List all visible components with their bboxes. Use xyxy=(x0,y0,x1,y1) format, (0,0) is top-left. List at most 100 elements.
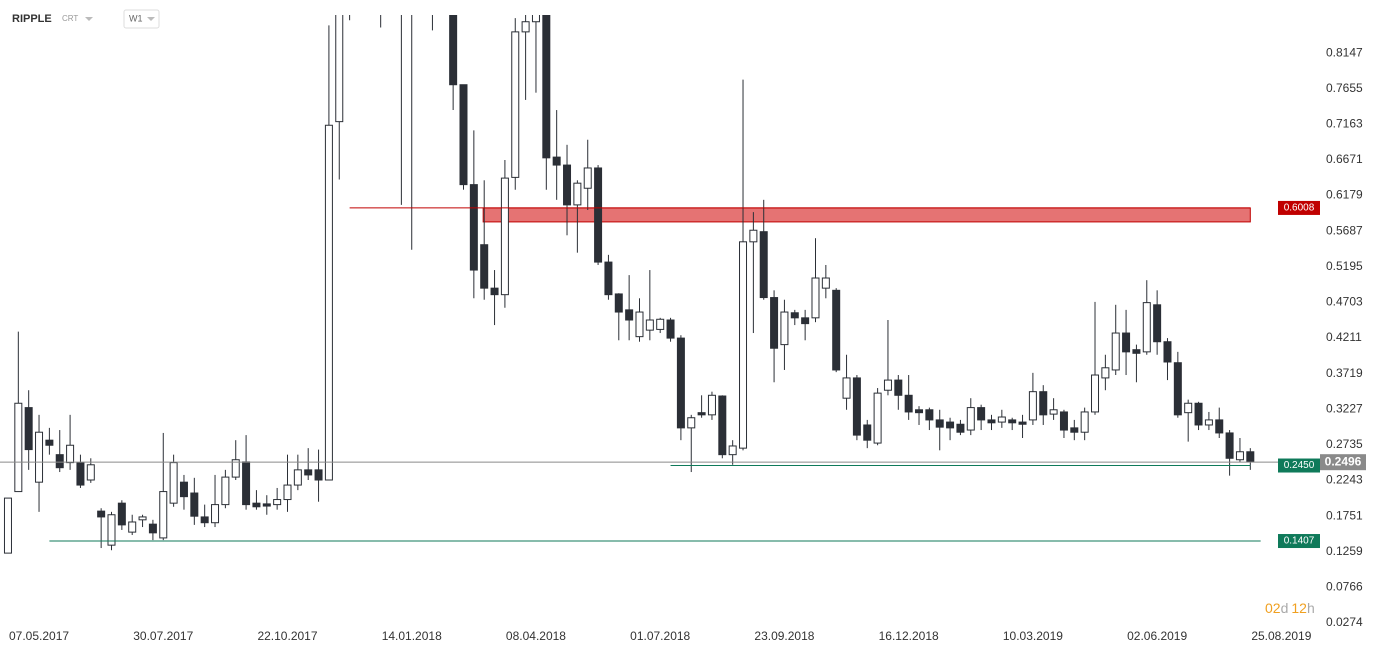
candle-body xyxy=(521,21,530,33)
candle-body xyxy=(925,409,934,421)
candle-body xyxy=(956,423,965,433)
candle-body xyxy=(159,491,168,539)
candle-body xyxy=(770,297,779,349)
level-label-box xyxy=(1278,534,1320,549)
level-label-box xyxy=(1278,458,1320,473)
y-tick-label: 0.6671 xyxy=(1326,152,1363,166)
candle-body xyxy=(852,377,861,436)
level-label: 0.2450 xyxy=(1284,460,1315,471)
candle-body xyxy=(148,523,157,534)
candle-body xyxy=(262,503,271,507)
source-dropdown[interactable] xyxy=(85,17,93,21)
candle-body xyxy=(821,277,830,289)
y-tick-label: 0.1259 xyxy=(1326,544,1363,558)
candle-body xyxy=(997,416,1006,423)
candle-body xyxy=(24,407,33,451)
last-price-label: 0.2496 xyxy=(1325,454,1362,468)
timeframe-dropdown[interactable] xyxy=(147,17,155,21)
x-tick-label: 30.07.2017 xyxy=(133,629,193,643)
candle-body xyxy=(500,177,509,296)
candle-body xyxy=(1080,411,1089,433)
candle-body xyxy=(542,15,551,159)
candle-body xyxy=(832,289,841,371)
candle-body xyxy=(14,402,23,493)
y-tick-label: 0.6179 xyxy=(1326,188,1363,202)
x-tick-label: 22.10.2017 xyxy=(257,629,317,643)
candle-body xyxy=(594,167,603,263)
candle-body xyxy=(1122,332,1131,353)
y-tick-label: 0.7163 xyxy=(1326,116,1363,130)
candle-body xyxy=(128,521,137,533)
candle-body xyxy=(449,15,458,86)
candle-body xyxy=(55,454,64,469)
candle-body xyxy=(1225,432,1234,459)
candle-body xyxy=(1153,304,1162,343)
candle-body xyxy=(1091,374,1100,413)
candle-body xyxy=(1018,421,1027,425)
candle-body xyxy=(335,15,344,123)
candle-body xyxy=(552,156,561,166)
candle-body xyxy=(97,510,106,518)
candle-body xyxy=(1039,391,1048,416)
candle-body xyxy=(1059,411,1068,431)
candle-body xyxy=(635,311,644,338)
candle-body xyxy=(894,379,903,396)
candle-body xyxy=(283,484,292,501)
candle-body xyxy=(86,464,95,481)
symbol[interactable]: RIPPLE xyxy=(12,13,52,25)
candle-body xyxy=(1246,451,1255,463)
candle-body xyxy=(687,417,696,429)
y-tick-label: 0.1751 xyxy=(1326,508,1363,522)
timeframe[interactable]: W1 xyxy=(129,13,143,23)
candle-body xyxy=(1049,409,1058,415)
candle-body xyxy=(604,261,613,296)
candle-body xyxy=(138,516,147,521)
candle-body xyxy=(304,469,313,476)
candle-body xyxy=(490,287,499,296)
y-tick-label: 0.0766 xyxy=(1326,580,1363,594)
candle-body xyxy=(780,311,789,346)
candle-body xyxy=(759,231,768,299)
candle-body xyxy=(728,445,737,456)
candle-body xyxy=(718,395,727,456)
candle-body xyxy=(35,431,44,483)
level-label-box xyxy=(1278,200,1320,215)
candle-body xyxy=(1204,419,1213,426)
candle-body xyxy=(1163,341,1172,363)
y-tick-label: 0.0274 xyxy=(1326,615,1363,629)
candle-body xyxy=(1008,419,1017,424)
x-tick-label: 16.12.2018 xyxy=(879,629,939,643)
x-tick-label: 08.04.2018 xyxy=(506,629,566,643)
y-tick-label: 0.4211 xyxy=(1326,330,1362,344)
candle-body xyxy=(1235,451,1244,461)
candle-body xyxy=(1028,391,1037,421)
candle-body xyxy=(3,497,12,554)
candle-body xyxy=(324,124,333,481)
candle-body xyxy=(1184,402,1193,414)
y-tick-label: 0.2735 xyxy=(1326,437,1363,451)
candle-body xyxy=(1132,349,1141,354)
x-tick-label: 01.07.2018 xyxy=(630,629,690,643)
candle-body xyxy=(625,309,634,321)
x-tick-label: 02.06.2019 xyxy=(1127,629,1187,643)
timeframe-box[interactable] xyxy=(123,9,160,29)
last-price-box xyxy=(1320,454,1366,471)
candle-body xyxy=(1215,419,1224,434)
x-tick-label: 10.03.2019 xyxy=(1003,629,1063,643)
candle-body xyxy=(107,514,116,546)
candle-body xyxy=(749,229,758,243)
candle-body xyxy=(915,409,924,414)
candle-body xyxy=(656,318,665,330)
candle-body xyxy=(293,469,302,486)
candle-body xyxy=(707,394,716,416)
y-tick-label: 0.7655 xyxy=(1326,81,1363,95)
source[interactable]: CRT xyxy=(62,14,78,23)
candle-body xyxy=(273,499,282,506)
y-tick-label: 0.4703 xyxy=(1326,295,1363,309)
candle-body xyxy=(190,492,199,517)
candle-body xyxy=(314,469,323,481)
candle-body xyxy=(221,476,230,506)
candle-body xyxy=(935,419,944,428)
